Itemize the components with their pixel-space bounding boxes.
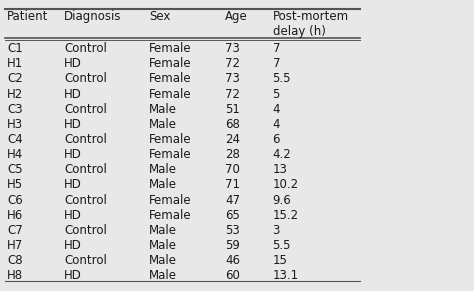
Text: C5: C5 (7, 163, 23, 176)
Text: 51: 51 (225, 103, 240, 116)
Text: 13: 13 (273, 163, 287, 176)
Text: Female: Female (149, 148, 192, 161)
Text: 10.2: 10.2 (273, 178, 299, 191)
Text: 73: 73 (225, 72, 240, 86)
Text: HD: HD (64, 178, 82, 191)
Text: Control: Control (64, 254, 107, 267)
Text: 73: 73 (225, 42, 240, 55)
Text: Female: Female (149, 42, 192, 55)
Text: 6: 6 (273, 133, 280, 146)
Text: H5: H5 (7, 178, 23, 191)
Text: Control: Control (64, 224, 107, 237)
Text: 65: 65 (225, 209, 240, 222)
Text: C1: C1 (7, 42, 23, 55)
Text: Sex: Sex (149, 10, 171, 23)
Text: H2: H2 (7, 88, 23, 101)
Text: 24: 24 (225, 133, 240, 146)
Text: H3: H3 (7, 118, 23, 131)
Text: H1: H1 (7, 57, 23, 70)
Text: C8: C8 (7, 254, 23, 267)
Text: Female: Female (149, 133, 192, 146)
Text: H6: H6 (7, 209, 23, 222)
Text: Female: Female (149, 209, 192, 222)
Text: Control: Control (64, 163, 107, 176)
Text: HD: HD (64, 57, 82, 70)
Text: Male: Male (149, 254, 177, 267)
Text: Female: Female (149, 88, 192, 101)
Text: 4: 4 (273, 103, 280, 116)
Text: 13.1: 13.1 (273, 269, 299, 282)
Text: Female: Female (149, 57, 192, 70)
Text: HD: HD (64, 209, 82, 222)
Text: Male: Male (149, 239, 177, 252)
Text: Control: Control (64, 133, 107, 146)
Text: Control: Control (64, 42, 107, 55)
Text: 15.2: 15.2 (273, 209, 299, 222)
Text: 5: 5 (273, 88, 280, 101)
Text: HD: HD (64, 88, 82, 101)
Text: H8: H8 (7, 269, 23, 282)
Text: Diagnosis: Diagnosis (64, 10, 121, 23)
Text: Male: Male (149, 163, 177, 176)
Text: 70: 70 (225, 163, 240, 176)
Text: Post-mortem
delay (h): Post-mortem delay (h) (273, 10, 349, 38)
Text: 7: 7 (273, 57, 280, 70)
Text: C7: C7 (7, 224, 23, 237)
Text: 59: 59 (225, 239, 240, 252)
Text: 9.6: 9.6 (273, 194, 292, 207)
Text: C4: C4 (7, 133, 23, 146)
Text: C6: C6 (7, 194, 23, 207)
Text: 72: 72 (225, 88, 240, 101)
Text: Female: Female (149, 72, 192, 86)
Text: 4: 4 (273, 118, 280, 131)
Text: Patient: Patient (7, 10, 48, 23)
Text: 68: 68 (225, 118, 240, 131)
Text: Control: Control (64, 72, 107, 86)
Text: 72: 72 (225, 57, 240, 70)
Text: C2: C2 (7, 72, 23, 86)
Text: Male: Male (149, 224, 177, 237)
Text: Male: Male (149, 118, 177, 131)
Text: HD: HD (64, 118, 82, 131)
Text: 7: 7 (273, 42, 280, 55)
Text: 46: 46 (225, 254, 240, 267)
Text: C3: C3 (7, 103, 23, 116)
Text: Age: Age (225, 10, 248, 23)
Text: 5.5: 5.5 (273, 72, 291, 86)
Text: Control: Control (64, 103, 107, 116)
Text: 53: 53 (225, 224, 240, 237)
Text: 5.5: 5.5 (273, 239, 291, 252)
Text: Control: Control (64, 194, 107, 207)
Text: 15: 15 (273, 254, 287, 267)
Text: 47: 47 (225, 194, 240, 207)
Text: HD: HD (64, 239, 82, 252)
Text: HD: HD (64, 269, 82, 282)
Text: Female: Female (149, 194, 192, 207)
Text: 4.2: 4.2 (273, 148, 292, 161)
Text: 71: 71 (225, 178, 240, 191)
Text: 28: 28 (225, 148, 240, 161)
Text: 60: 60 (225, 269, 240, 282)
Text: Male: Male (149, 269, 177, 282)
Text: H7: H7 (7, 239, 23, 252)
Text: HD: HD (64, 148, 82, 161)
Text: 3: 3 (273, 224, 280, 237)
Text: H4: H4 (7, 148, 23, 161)
Text: Male: Male (149, 103, 177, 116)
Text: Male: Male (149, 178, 177, 191)
